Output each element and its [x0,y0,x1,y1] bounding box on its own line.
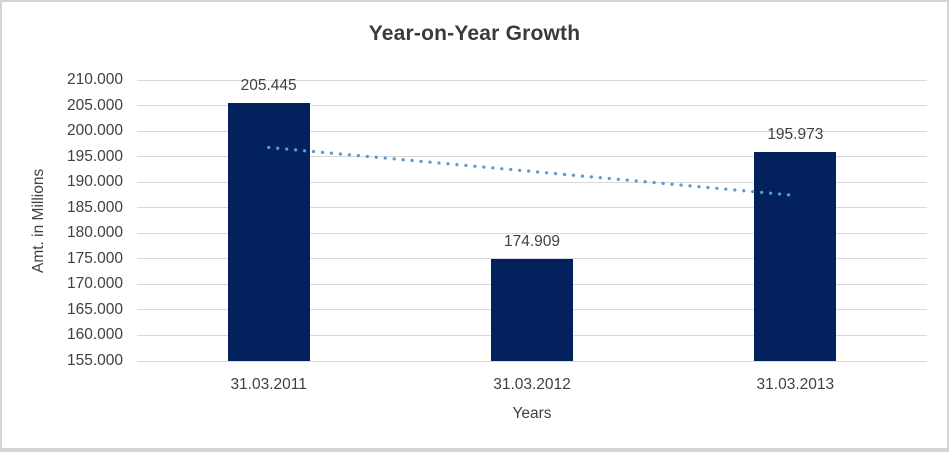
x-axis-category-label: 31.03.2012 [493,376,571,393]
x-axis-title: Years [512,405,552,422]
y-axis-tick-label: 155.000 [66,352,123,369]
y-axis-tick-label: 205.000 [66,96,123,114]
y-axis-tick-label: 180.000 [66,224,123,242]
bar-31.03.2012 [491,259,573,361]
y-axis-tick-label: 210.000 [66,71,123,88]
y-axis-tick-label: 165.000 [66,300,123,318]
gridline [137,232,927,234]
data-label: 174.909 [503,233,561,251]
y-axis-tick-label: 170.000 [66,275,123,293]
y-axis-tick-label: 195.000 [66,147,123,165]
x-axis-category-label: 31.03.2013 [756,376,835,393]
x-axis-category-label: 31.03.2011 [230,376,307,393]
gridline [137,258,927,260]
gridline [137,360,927,362]
bar-31.03.2013 [754,151,837,361]
bar-31.03.2011 [227,103,310,361]
gridline [137,207,927,209]
gridline [137,105,927,107]
y-axis-tick-label: 185.000 [66,198,123,216]
y-axis-tick-label: 175.000 [66,249,123,267]
gridline [137,130,927,132]
y-axis-tick-label: 200.000 [66,122,123,140]
data-label: 205.445 [240,77,297,95]
gridline [137,79,927,81]
data-label: 195.973 [767,125,824,143]
chart-title: Year-on-Year Growth [368,22,581,45]
y-axis-tick-label: 190.000 [66,173,123,191]
y-axis-tick-label: 160.000 [66,326,123,344]
